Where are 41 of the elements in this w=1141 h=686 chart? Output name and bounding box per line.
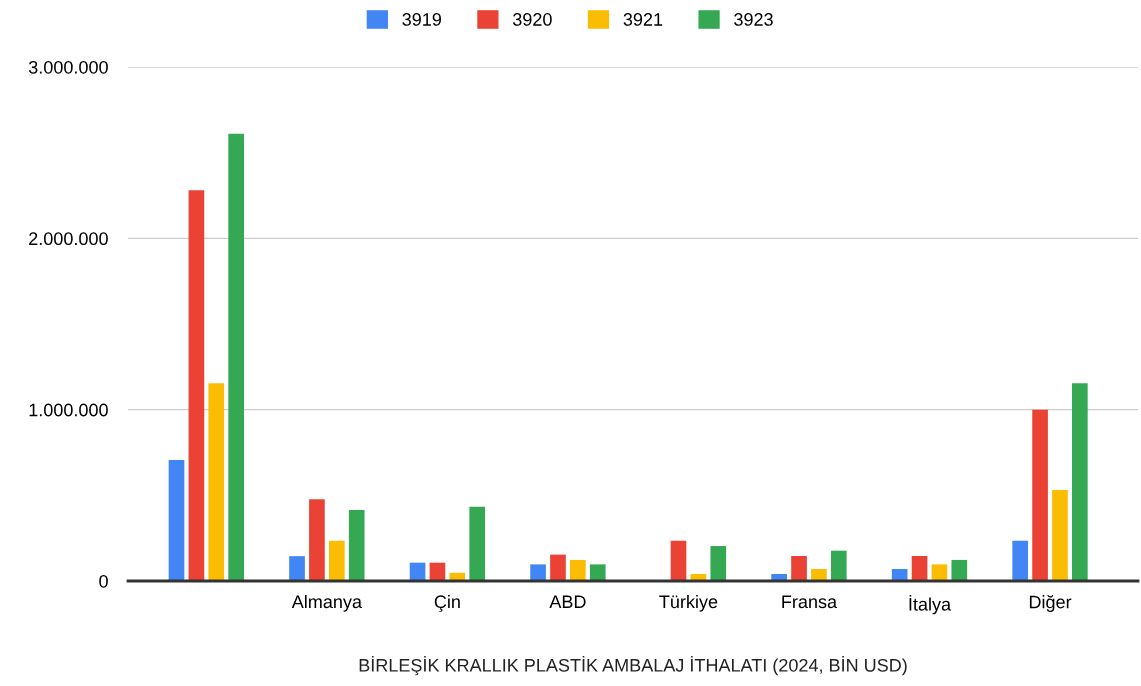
y-tick-label: 3.000.000	[28, 60, 108, 74]
bar	[208, 383, 225, 581]
legend-label: 3919	[402, 13, 442, 26]
bar	[289, 556, 305, 581]
bar	[1032, 409, 1048, 581]
bar	[931, 564, 948, 581]
legend-label: 3923	[734, 13, 773, 26]
bar	[1012, 540, 1029, 581]
bar	[309, 499, 325, 581]
bar	[570, 559, 586, 581]
bar	[951, 559, 968, 581]
legend-label: 3920	[512, 13, 552, 26]
y-tick-label: 0	[99, 574, 108, 588]
bar	[328, 540, 345, 581]
bar	[530, 564, 546, 581]
bar	[811, 569, 827, 581]
bar	[550, 554, 566, 581]
bar	[1072, 383, 1088, 581]
x-axis-title: BİRLEŞİK KRALLIK PLASTİK AMBALAJ İTHALATI (2024, BİN USD)	[359, 655, 907, 676]
bar	[168, 460, 185, 581]
x-tick-label: Çin	[434, 594, 460, 612]
x-tick-label: ABD	[549, 595, 586, 608]
x-tick-label: Fransa	[782, 595, 838, 609]
bar	[589, 564, 606, 581]
bar	[348, 510, 365, 581]
y-tick-label: 1.000.000	[29, 403, 108, 417]
x-tick-label: Türkiye	[659, 594, 718, 612]
x-tick-label: Diğer	[1029, 594, 1072, 612]
bar	[228, 133, 245, 581]
bar	[791, 555, 807, 581]
x-tick-label: İtalya	[909, 594, 952, 615]
bar	[469, 506, 486, 581]
bar	[670, 540, 687, 581]
bar	[830, 550, 847, 581]
legend-label: 3921	[623, 13, 663, 26]
bar	[1052, 490, 1068, 581]
bar	[188, 190, 205, 581]
bar	[911, 555, 928, 581]
y-tick-label: 2.000.000	[29, 232, 108, 246]
bar	[710, 546, 727, 581]
x-tick-label: Almanya	[291, 594, 362, 612]
